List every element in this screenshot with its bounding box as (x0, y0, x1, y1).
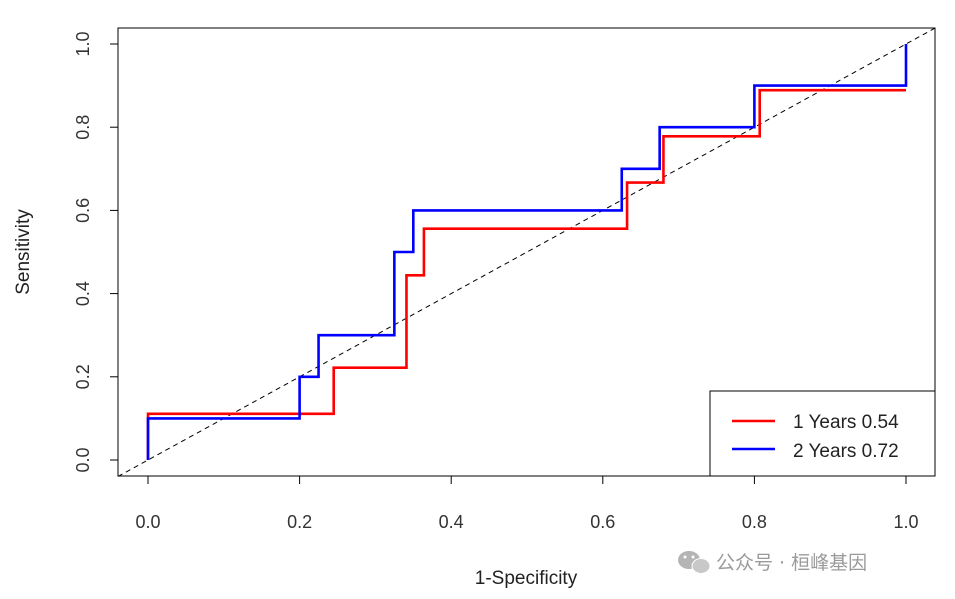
x-tick-label: 0.0 (135, 512, 160, 532)
legend-label-1: 1 Years 0.54 (793, 412, 899, 433)
legend-box (709, 390, 936, 477)
x-axis-title: 1-Specificity (475, 568, 578, 589)
y-tick-label: 0.0 (73, 447, 93, 472)
legend: 1 Years 0.54 2 Years 0.72 (709, 390, 936, 477)
x-tick-label: 0.2 (287, 512, 312, 532)
watermark-text: 公众号 · 桓峰基因 (716, 552, 867, 574)
series-line-1 (146, 88, 906, 460)
series-line-2 (146, 44, 908, 460)
reference-diagonal (117, 27, 936, 477)
y-axis: 0.0 0.2 0.4 0.6 0.8 1.0 (73, 31, 119, 473)
y-tick-label: 1.0 (73, 31, 93, 56)
x-tick-label: 0.4 (439, 512, 464, 532)
y-axis-title: Sensitivity (13, 209, 34, 295)
legend-label-2: 2 Years 0.72 (793, 441, 899, 462)
series-layer (146, 44, 908, 460)
y-tick-label: 0.4 (73, 281, 93, 306)
x-tick-label: 1.0 (893, 512, 918, 532)
y-tick-label: 0.2 (73, 364, 93, 389)
x-tick-label: 0.8 (742, 512, 767, 532)
wechat-icon (678, 551, 711, 574)
y-tick-label: 0.6 (73, 198, 93, 223)
watermark: 公众号 · 桓峰基因 (678, 551, 867, 574)
x-tick-label: 0.6 (590, 512, 615, 532)
x-axis: 0.0 0.2 0.4 0.6 0.8 1.0 (135, 475, 919, 532)
y-tick-label: 0.8 (73, 115, 93, 140)
